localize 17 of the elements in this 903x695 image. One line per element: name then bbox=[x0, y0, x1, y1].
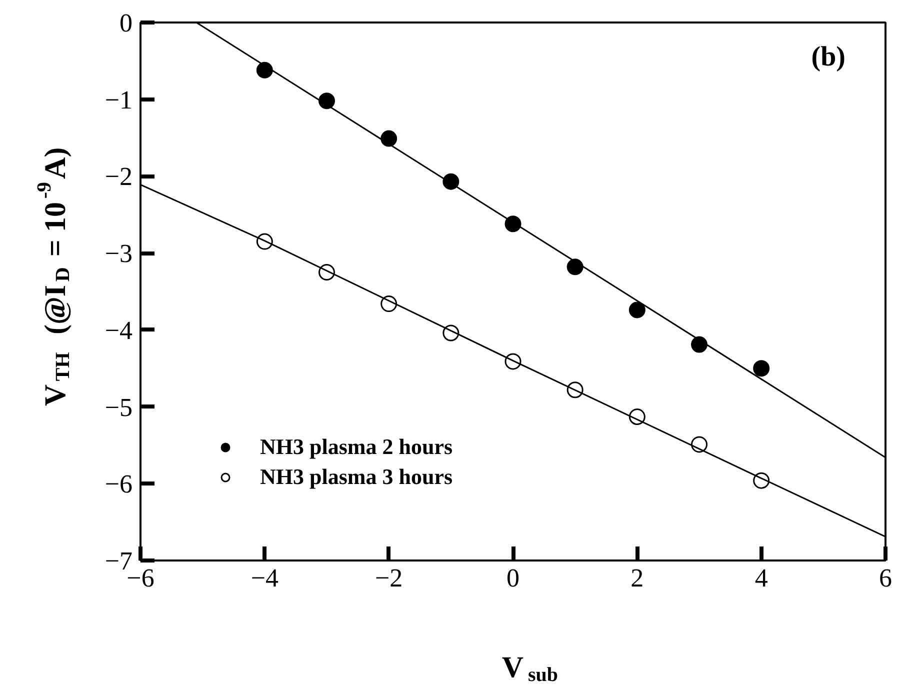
y-tick-label: 0 bbox=[120, 8, 132, 38]
x-tick-label: 2 bbox=[630, 564, 644, 592]
x-tick-label: 6 bbox=[879, 564, 892, 592]
y-tick-label: −5 bbox=[104, 392, 133, 422]
y-axis-title: VTH (@ID = 10-9A) bbox=[34, 147, 74, 406]
x-tick-label: 0 bbox=[506, 564, 520, 592]
x-tick-label: −4 bbox=[250, 564, 279, 592]
legend-label: NH3 plasma 2 hours bbox=[260, 434, 453, 460]
y-tick-label: −1 bbox=[104, 85, 133, 114]
x-tick-label: −2 bbox=[375, 564, 403, 592]
y-tick-label: −6 bbox=[104, 470, 133, 499]
y-tick-label: −2 bbox=[104, 162, 133, 192]
y-tick-label: −4 bbox=[104, 316, 133, 345]
x-tick-label: 4 bbox=[754, 564, 768, 592]
legend-label: NH3 plasma 3 hours bbox=[260, 464, 453, 490]
annotation: (b) bbox=[811, 42, 846, 72]
y-tick-label: −3 bbox=[104, 239, 133, 268]
